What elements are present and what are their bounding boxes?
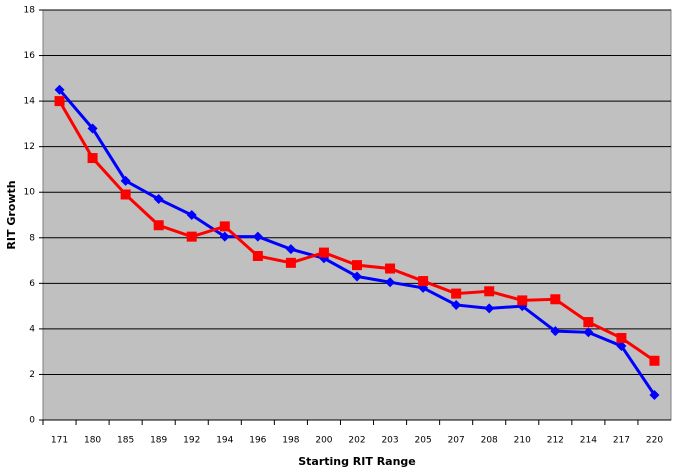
y-tick-label: 14 bbox=[24, 97, 36, 107]
marker bbox=[484, 286, 495, 297]
x-tick-label: 207 bbox=[448, 436, 465, 446]
x-tick-label: 185 bbox=[117, 436, 134, 446]
marker bbox=[153, 194, 164, 205]
y-tick-label: 12 bbox=[24, 142, 35, 152]
marker bbox=[219, 231, 230, 242]
x-tick-label: 198 bbox=[282, 436, 299, 446]
x-tick-label: 205 bbox=[415, 436, 432, 446]
x-tick-label: 217 bbox=[613, 436, 630, 446]
plot-area bbox=[42, 9, 672, 421]
y-tick-label: 18 bbox=[24, 6, 36, 16]
marker bbox=[616, 340, 627, 351]
marker bbox=[153, 220, 164, 231]
marker bbox=[87, 153, 98, 164]
marker bbox=[418, 276, 429, 287]
y-tick-label: 4 bbox=[29, 324, 35, 334]
marker bbox=[517, 295, 528, 306]
x-tick-label: 200 bbox=[315, 436, 332, 446]
marker bbox=[87, 123, 98, 134]
marker bbox=[451, 288, 462, 299]
marker bbox=[484, 303, 495, 314]
y-tick-label: 6 bbox=[29, 279, 35, 289]
marker bbox=[186, 210, 197, 220]
y-tick-label: 8 bbox=[29, 233, 35, 243]
marker bbox=[352, 260, 362, 271]
marker bbox=[318, 247, 329, 258]
marker bbox=[385, 263, 396, 274]
marker bbox=[451, 299, 462, 310]
y-axis-title: RIT Growth bbox=[5, 180, 18, 249]
marker bbox=[252, 231, 263, 242]
x-tick-label: 171 bbox=[51, 436, 68, 446]
marker bbox=[219, 221, 230, 232]
marker bbox=[186, 231, 197, 242]
y-tick-label: 0 bbox=[29, 416, 35, 426]
x-tick-label: 203 bbox=[381, 436, 398, 446]
marker bbox=[550, 326, 561, 337]
y-tick-label: 2 bbox=[29, 370, 35, 380]
marker bbox=[285, 257, 296, 268]
x-tick-label: 210 bbox=[514, 436, 531, 446]
marker bbox=[54, 84, 65, 95]
x-tick-label: 196 bbox=[249, 436, 266, 446]
marker bbox=[550, 294, 561, 305]
x-tick-label: 208 bbox=[481, 436, 498, 446]
marker bbox=[252, 251, 263, 261]
x-tick-label: 192 bbox=[183, 436, 200, 446]
x-tick-label: 202 bbox=[348, 436, 365, 446]
marker bbox=[649, 389, 660, 400]
marker bbox=[120, 189, 131, 200]
y-tick-label: 10 bbox=[24, 188, 36, 198]
marker bbox=[583, 327, 594, 338]
x-tick-label: 180 bbox=[84, 436, 101, 446]
marker bbox=[352, 271, 362, 282]
marker bbox=[120, 175, 131, 186]
x-tick-label: 189 bbox=[150, 436, 167, 446]
marker bbox=[285, 244, 296, 255]
marker bbox=[385, 277, 396, 288]
x-axis-title: Starting RIT Range bbox=[298, 455, 416, 468]
marker bbox=[649, 355, 660, 366]
x-tick-label: 220 bbox=[646, 436, 663, 446]
x-tick-label: 212 bbox=[547, 436, 564, 446]
marker bbox=[616, 333, 627, 343]
y-tick-label: 16 bbox=[24, 51, 36, 61]
marker bbox=[583, 317, 594, 328]
x-tick-label: 214 bbox=[580, 436, 597, 446]
marker bbox=[54, 96, 65, 107]
x-tick-label: 194 bbox=[216, 436, 233, 446]
